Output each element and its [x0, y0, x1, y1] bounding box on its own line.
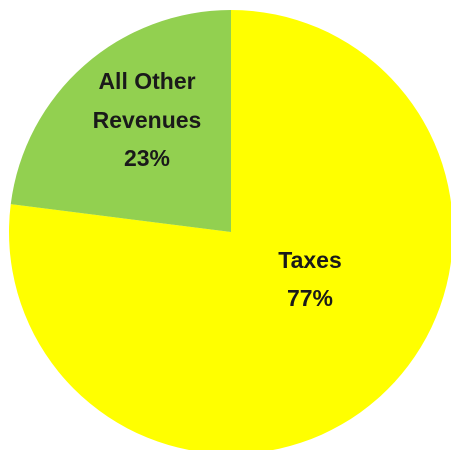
slice-value-taxes: 77%	[287, 285, 333, 311]
pie-slice-taxes	[9, 10, 451, 450]
slice-label-other-line1: All Other	[98, 68, 195, 94]
slice-value-other: 23%	[124, 145, 170, 171]
slice-label-taxes: Taxes	[278, 247, 342, 273]
pie-slice-all-other-revenues	[10, 10, 231, 232]
slice-label-other-line2: Revenues	[93, 107, 202, 133]
labels-layer: Taxes 77% All Other Revenues 23%	[93, 68, 342, 311]
slices-layer	[9, 10, 451, 450]
